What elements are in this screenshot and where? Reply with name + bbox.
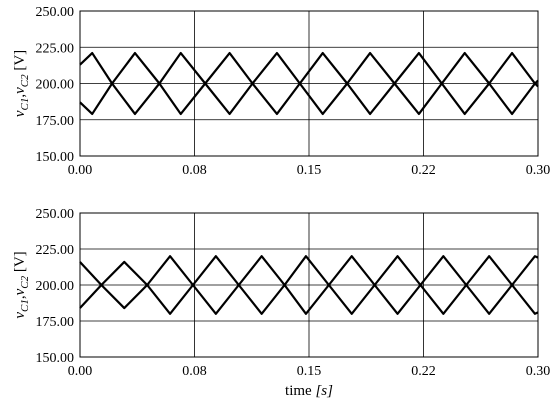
y-tick-label: 225.00 — [36, 243, 75, 258]
y-axis-label: vC1,vC2 [V] — [12, 50, 31, 117]
y-tick-label: 250.00 — [36, 5, 75, 20]
x-tick-label: 0.00 — [68, 364, 93, 379]
y-tick-label: 200.00 — [36, 279, 75, 294]
plot-frame — [79, 212, 539, 358]
series-line-1 — [79, 255, 539, 315]
x-tick-label: 0.22 — [411, 163, 436, 178]
y-tick-label: 150.00 — [36, 150, 75, 165]
y-axis-label: vC1,vC2 [V] — [12, 251, 31, 318]
y-tick-label: 175.00 — [36, 114, 75, 129]
series-line-2 — [79, 255, 539, 315]
x-tick-label: 0.08 — [182, 163, 207, 178]
x-tick-label: 0.30 — [526, 163, 550, 178]
y-tick-label: 175.00 — [36, 315, 75, 330]
series-line-2 — [79, 51, 539, 116]
series-line-1 — [79, 51, 539, 116]
chart-panel-2: 150.00 175.00 200.00 225.00 250.00 0.00 0.08 0.… — [12, 207, 550, 399]
x-tick-label: 0.30 — [526, 364, 550, 379]
x-axis-label: time [s] — [285, 383, 333, 399]
plot-frame — [79, 10, 539, 157]
x-tick-label: 0.00 — [68, 163, 93, 178]
x-tick-label: 0.08 — [182, 364, 207, 379]
x-tick-label: 0.15 — [297, 364, 322, 379]
x-tick-label: 0.22 — [411, 364, 436, 379]
x-tick-label: 0.15 — [297, 163, 322, 178]
y-tick-label: 225.00 — [36, 41, 75, 56]
y-tick-label: 150.00 — [36, 351, 75, 366]
chart-panel-1: 150.00 175.00 200.00 225.00 250.00 0.00 0.08 0.… — [12, 5, 550, 178]
y-tick-label: 200.00 — [36, 78, 75, 93]
y-tick-label: 250.00 — [36, 207, 75, 222]
